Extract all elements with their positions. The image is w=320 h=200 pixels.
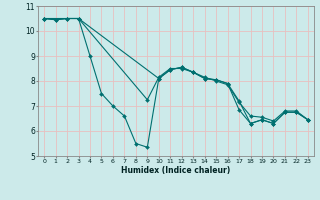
X-axis label: Humidex (Indice chaleur): Humidex (Indice chaleur) [121, 166, 231, 175]
